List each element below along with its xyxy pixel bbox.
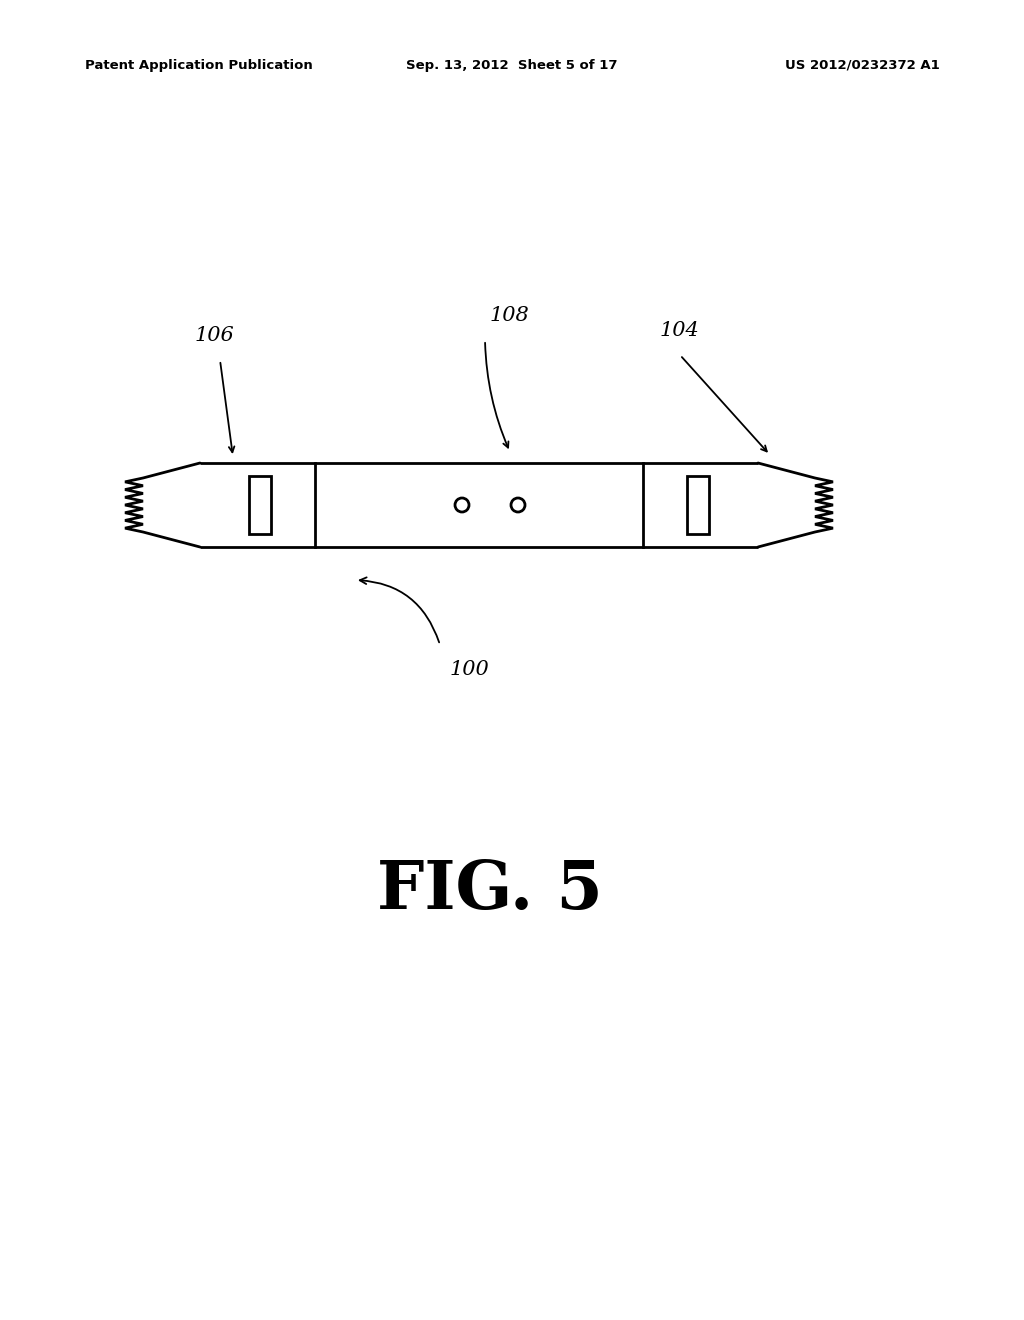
Text: 104: 104 [660, 321, 699, 341]
Text: FIG. 5: FIG. 5 [377, 858, 603, 923]
FancyArrowPatch shape [359, 577, 439, 643]
Text: 108: 108 [490, 306, 529, 325]
Text: US 2012/0232372 A1: US 2012/0232372 A1 [785, 58, 940, 71]
Text: 100: 100 [450, 660, 489, 678]
Bar [687, 477, 709, 535]
Text: Sep. 13, 2012  Sheet 5 of 17: Sep. 13, 2012 Sheet 5 of 17 [407, 58, 617, 71]
Text: Patent Application Publication: Patent Application Publication [85, 58, 312, 71]
Text: 106: 106 [195, 326, 234, 345]
Bar [249, 477, 271, 535]
